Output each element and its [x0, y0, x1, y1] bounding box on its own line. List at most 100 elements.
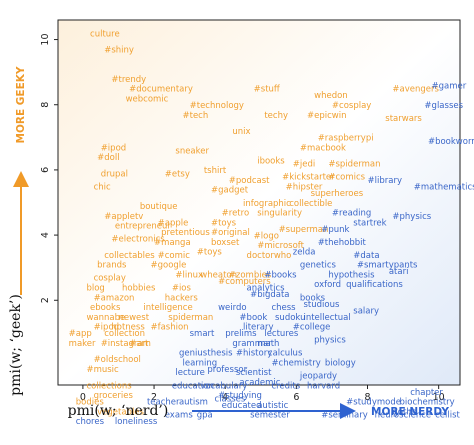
word-point: #reading [332, 209, 371, 219]
word-point: whedon [314, 91, 348, 101]
word-point: #punk [321, 225, 349, 235]
word-point: #fashion [150, 323, 188, 333]
x-axis-title: pmi(w; ‘nerd’) [68, 403, 169, 419]
word-point: cosplay [94, 274, 126, 284]
word-point: maker [69, 339, 96, 349]
word-point: biochemistry [400, 398, 455, 408]
y-direction-label: MORE GEEKY [15, 66, 27, 143]
word-point: newest [118, 313, 149, 323]
word-point: cellist [435, 411, 460, 421]
word-point: analytics [247, 283, 286, 293]
word-point: #raspberrypi [318, 134, 374, 144]
word-point: doctorwho [247, 251, 292, 261]
word-point: education [172, 381, 214, 391]
word-point: wannabe [86, 313, 125, 323]
word-point: brands [97, 261, 127, 271]
word-point: #retro [222, 209, 250, 219]
y-tick-label: 10 [40, 34, 51, 46]
word-point: qualifications [346, 280, 403, 290]
word-point: genetics [300, 261, 337, 271]
word-point: #tech [183, 111, 209, 121]
word-point: #microsoft [257, 241, 304, 251]
word-point: #documentary [129, 85, 193, 95]
word-point: #smartypants [357, 261, 418, 271]
word-point: academic [239, 378, 280, 388]
word-point: grammar [232, 339, 272, 349]
y-tick-label: 6 [40, 167, 51, 173]
word-point: atari [389, 267, 409, 277]
word-point: hackers [165, 293, 199, 303]
word-point: biology [325, 358, 356, 368]
word-point: math [257, 339, 279, 349]
x-tick-label: 6 [293, 392, 299, 403]
word-point: entrepreneur [115, 222, 171, 232]
word-point: starwars [385, 114, 422, 124]
y-axis-title: pmi(w; ‘geek’) [8, 294, 24, 396]
word-point: teacher [147, 398, 180, 408]
word-point: blog [86, 283, 104, 293]
word-point: collections [86, 381, 132, 391]
word-point: calculus [268, 349, 303, 359]
word-point: learning [183, 358, 218, 368]
word-point: #history [236, 349, 272, 359]
word-point: sudoku [275, 313, 305, 323]
word-point: professor [207, 365, 247, 375]
word-point: educated [222, 401, 262, 411]
word-point: collectables [104, 251, 155, 261]
y-tick-label: 2 [40, 297, 51, 303]
x-tick-label: 8 [364, 392, 370, 403]
word-point: #avengers [392, 85, 439, 95]
word-point: #book [239, 313, 267, 323]
word-point: intellectual [303, 313, 350, 323]
word-point: #ios [172, 283, 192, 293]
word-point: chic [94, 182, 111, 192]
word-point: #app [69, 329, 92, 339]
x-tick-label: 10 [433, 392, 445, 403]
word-point: hobbies [122, 283, 156, 293]
word-point: #thehobbit [318, 238, 367, 248]
word-point: unix [232, 127, 250, 137]
word-point: vegetables [97, 407, 144, 417]
x-tick-label: 2 [151, 392, 157, 403]
word-point: vocabulary [200, 381, 247, 391]
word-point: physics [314, 336, 346, 346]
word-point: pretentious [161, 228, 210, 238]
y-tick-label: 8 [40, 102, 51, 108]
word-point: autism [179, 398, 208, 408]
word-point: boutique [140, 202, 178, 212]
x-direction-label: MORE NERDY [371, 406, 449, 418]
word-point: #comic [158, 251, 191, 261]
word-point: lectures [264, 329, 299, 339]
word-point: collection [104, 329, 145, 339]
word-point: semester [250, 411, 290, 421]
word-point: #etsy [165, 169, 190, 179]
word-point: #art [129, 339, 149, 349]
word-point: hypothesis [328, 270, 375, 280]
word-point: loneliness [115, 417, 158, 427]
word-point: startrek [353, 218, 386, 228]
word-point: #macbook [300, 143, 346, 153]
word-point: #computers [218, 277, 271, 287]
word-point: #zombies [229, 270, 272, 280]
word-point: #logo [254, 231, 279, 241]
word-point: #superman [279, 225, 329, 235]
word-point: #epicwin [307, 111, 346, 121]
word-point: #stuff [254, 85, 281, 95]
plot-area [57, 19, 461, 386]
word-point: #seminary [321, 411, 368, 421]
word-point: salary [353, 306, 379, 316]
word-point: #bigdata [250, 290, 289, 300]
word-point: hotness [111, 323, 145, 333]
word-point: sneaker [175, 147, 209, 157]
word-point: culture [90, 29, 120, 39]
word-point: classes [215, 394, 246, 404]
word-point: chores [76, 417, 105, 427]
word-point: goths [392, 407, 416, 417]
word-point: #ipod [94, 323, 119, 333]
word-point: gpa [197, 411, 213, 421]
word-point: smart [190, 329, 215, 339]
word-point: zelda [293, 248, 316, 258]
word-point: groceries [94, 391, 134, 401]
word-point: spiderman [168, 313, 213, 323]
word-point: #comics [328, 173, 365, 183]
